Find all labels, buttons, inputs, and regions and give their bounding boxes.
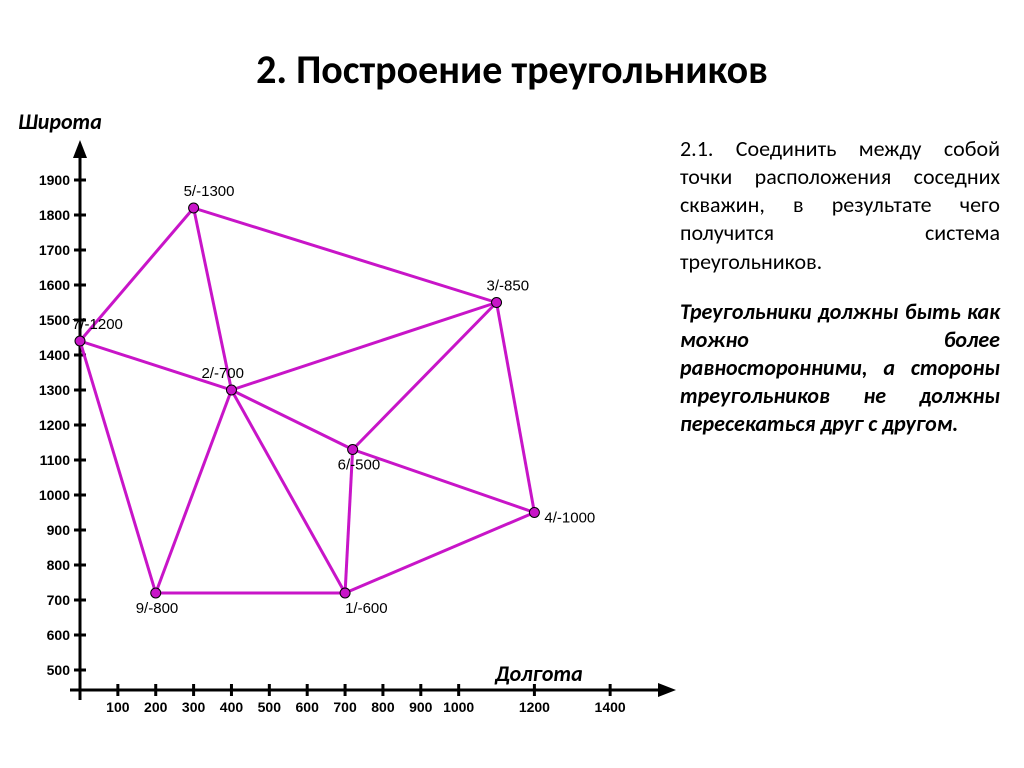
well-node xyxy=(492,298,502,308)
well-node-label: 6/-500 xyxy=(338,457,381,474)
svg-text:1200: 1200 xyxy=(519,699,550,715)
svg-text:700: 700 xyxy=(47,592,71,608)
edge xyxy=(231,303,496,391)
page-title: 2. Построение треугольников xyxy=(0,45,1024,94)
well-node xyxy=(75,336,85,346)
edge xyxy=(353,303,497,450)
edge xyxy=(194,208,232,390)
triangulation-chart: 1900 1800 1700 1600 1500 1400 1300 1200 1100 1000… xyxy=(8,120,678,740)
well-node-label: 9/-800 xyxy=(136,600,179,617)
well-node-label: 2/-700 xyxy=(201,365,244,382)
well-node-label: 3/-850 xyxy=(487,278,530,295)
edge xyxy=(156,390,232,593)
svg-text:900: 900 xyxy=(47,522,71,538)
well-node xyxy=(151,588,161,598)
svg-text:1800: 1800 xyxy=(39,207,70,223)
svg-text:1600: 1600 xyxy=(39,277,70,293)
paragraph-2: Треугольники должны быть как можно более… xyxy=(680,298,1000,439)
svg-text:1700: 1700 xyxy=(39,242,70,258)
svg-text:1900: 1900 xyxy=(39,172,70,188)
svg-text:200: 200 xyxy=(144,699,168,715)
edge xyxy=(80,341,156,593)
svg-text:1000: 1000 xyxy=(443,699,474,715)
svg-text:1100: 1100 xyxy=(40,452,71,468)
svg-text:700: 700 xyxy=(333,699,357,715)
svg-text:500: 500 xyxy=(258,699,282,715)
body-text: 2.1. Соединить между собой точки располо… xyxy=(680,135,1000,461)
well-node xyxy=(340,588,350,598)
edge xyxy=(497,303,535,513)
svg-text:1000: 1000 xyxy=(39,487,70,503)
svg-text:1500: 1500 xyxy=(39,312,70,328)
svg-text:300: 300 xyxy=(182,699,206,715)
svg-text:600: 600 xyxy=(296,699,320,715)
edge xyxy=(231,390,345,593)
paragraph-1: 2.1. Соединить между собой точки располо… xyxy=(680,135,1000,276)
svg-text:1400: 1400 xyxy=(39,347,70,363)
well-node-label: 5/-1300 xyxy=(184,183,235,200)
well-node xyxy=(348,445,358,455)
well-node xyxy=(529,508,539,518)
well-node-label: 7/-1200 xyxy=(72,316,123,333)
svg-text:800: 800 xyxy=(47,557,71,573)
svg-text:100: 100 xyxy=(106,699,130,715)
svg-text:1400: 1400 xyxy=(595,699,626,715)
well-node xyxy=(226,385,236,395)
well-node-label: 1/-600 xyxy=(345,600,388,617)
edge xyxy=(345,513,534,594)
well-node-label: 4/-1000 xyxy=(544,510,595,527)
edge xyxy=(194,208,497,303)
svg-text:600: 600 xyxy=(47,627,71,643)
well-node xyxy=(189,203,199,213)
svg-text:500: 500 xyxy=(47,662,71,678)
svg-text:900: 900 xyxy=(409,699,433,715)
svg-text:400: 400 xyxy=(220,699,244,715)
svg-text:800: 800 xyxy=(371,699,395,715)
svg-text:1300: 1300 xyxy=(39,382,70,398)
svg-text:1200: 1200 xyxy=(39,417,70,433)
